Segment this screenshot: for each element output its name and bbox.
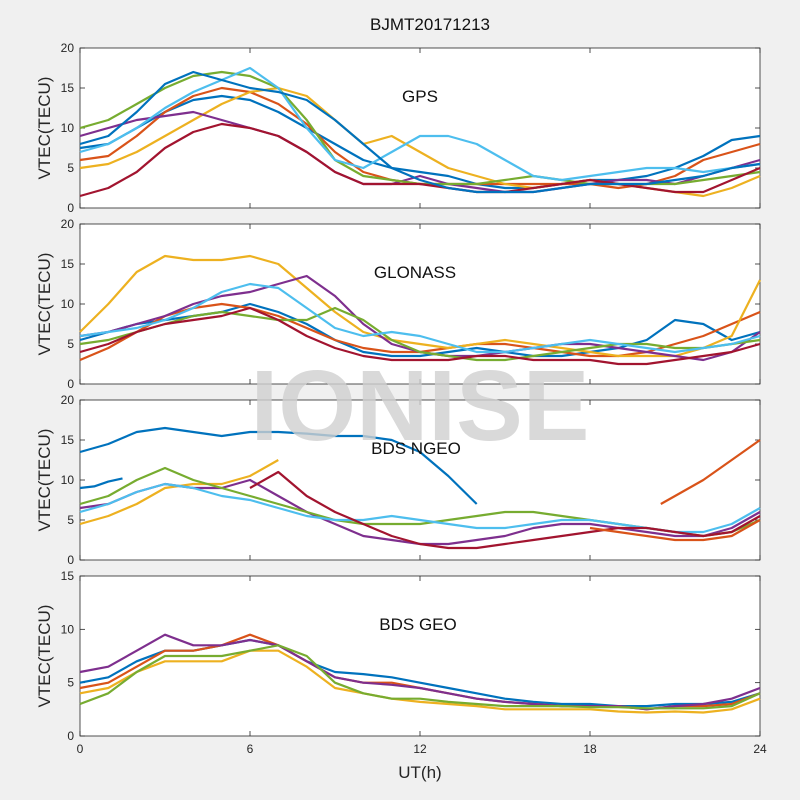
y-tick-label: 20 — [61, 217, 75, 231]
y-tick-label: 0 — [67, 553, 74, 567]
y-tick-label: 20 — [61, 41, 75, 55]
y-tick-label: 10 — [61, 297, 75, 311]
series-line — [79, 110, 761, 194]
series-line — [79, 282, 761, 354]
series-line — [79, 644, 761, 710]
y-tick-label: 0 — [67, 729, 74, 743]
y-tick-label: 5 — [67, 676, 74, 690]
panel-label: GLONASS — [374, 263, 456, 282]
panel-label: BDS GEO — [379, 615, 456, 634]
y-tick-label: 15 — [61, 569, 75, 583]
y-tick-label: 15 — [61, 433, 75, 447]
y-tick-label: 5 — [67, 513, 74, 527]
series-line — [249, 470, 761, 550]
series-line — [79, 94, 761, 190]
series-line — [79, 254, 761, 358]
series-line — [79, 477, 123, 490]
panel-glonass: 0 5 10 15 20 GLONASS VTEC(TECU) — [35, 217, 761, 391]
series-line — [589, 519, 761, 542]
y-axis-label: VTEC(TECU) — [35, 429, 54, 532]
y-tick-label: 10 — [61, 473, 75, 487]
panels: 0 5 10 15 20 GPS VTEC(TECU) 0 5 10 15 20 GLONASS VTEC… — [35, 41, 767, 756]
y-tick-label: 15 — [61, 81, 75, 95]
series-line — [79, 66, 761, 182]
y-axis-label: VTEC(TECU) — [35, 253, 54, 356]
panel-label: BDS NGEO — [371, 439, 461, 458]
panel-gps: 0 5 10 15 20 GPS VTEC(TECU) — [35, 41, 761, 215]
x-tick-label: 18 — [583, 742, 597, 756]
series-line — [79, 649, 761, 714]
panel-bds-ngeo: 0 5 10 15 20 BDS NGEO VTEC(TECU) — [35, 393, 761, 567]
y-tick-label: 15 — [61, 257, 75, 271]
panel-bds-geo: 0 5 10 15 0 6 12 18 24 BDS GEO VTEC(TECU) — [35, 569, 767, 756]
plot-area — [79, 47, 761, 209]
series-line — [660, 439, 761, 505]
y-tick-label: 5 — [67, 337, 74, 351]
y-tick-label: 0 — [67, 377, 74, 391]
series-line — [79, 306, 761, 366]
series-line — [79, 122, 761, 198]
series-line — [79, 70, 761, 194]
y-axis-label: VTEC(TECU) — [35, 605, 54, 708]
y-axis-label: VTEC(TECU) — [35, 77, 54, 180]
x-tick-label: 12 — [413, 742, 427, 756]
y-tick-label: 0 — [67, 201, 74, 215]
y-tick-label: 10 — [61, 622, 75, 636]
x-tick-label: 0 — [77, 742, 84, 756]
series-line — [79, 306, 761, 362]
x-tick-label: 24 — [753, 742, 767, 756]
figure-title: BJMT20171213 — [370, 15, 490, 34]
y-tick-label: 5 — [67, 161, 74, 175]
x-tick-label: 6 — [247, 742, 254, 756]
series-line — [79, 426, 478, 505]
x-axis-label: UT(h) — [398, 763, 441, 782]
watermark: IONISE — [251, 350, 590, 462]
panel-label: GPS — [402, 87, 438, 106]
y-tick-label: 20 — [61, 393, 75, 407]
y-tick-label: 10 — [61, 121, 75, 135]
